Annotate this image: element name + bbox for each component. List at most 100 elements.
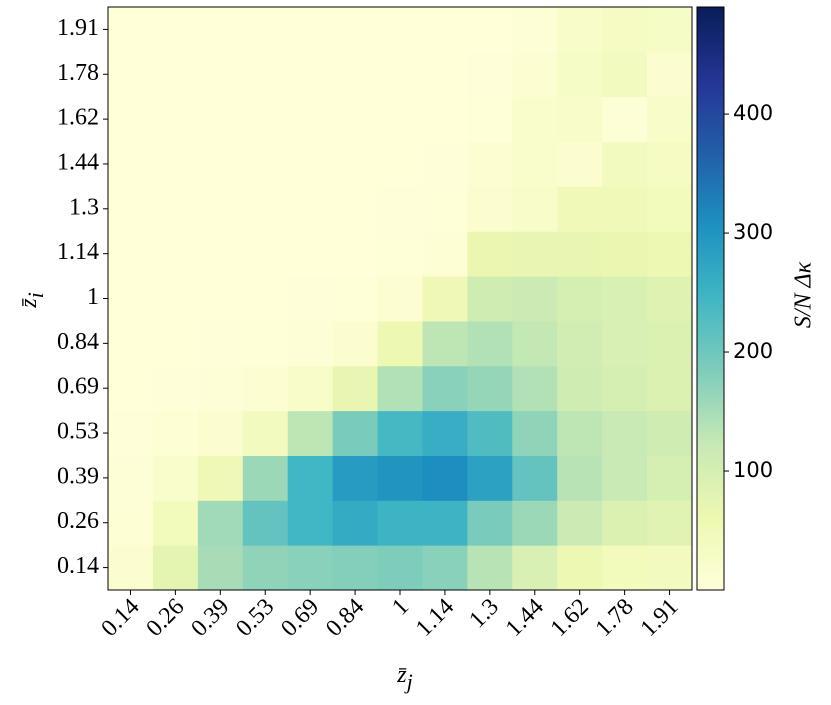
x-tick-label: 1.14 bbox=[411, 594, 459, 642]
heat-cell bbox=[197, 365, 244, 412]
heat-cell bbox=[647, 7, 693, 53]
heat-cell bbox=[108, 365, 154, 412]
heat-cell bbox=[242, 365, 289, 412]
heat-cell bbox=[287, 7, 334, 53]
heat-cell bbox=[377, 365, 423, 412]
heat-cell bbox=[467, 320, 513, 367]
heat-cell bbox=[602, 410, 648, 456]
heat-cell bbox=[287, 500, 334, 546]
x-tick-label: 1.44 bbox=[501, 594, 549, 642]
heat-cell bbox=[602, 7, 648, 53]
colorbar bbox=[696, 6, 725, 591]
y-tick-label: 1.62 bbox=[57, 105, 99, 131]
heat-cell bbox=[332, 320, 379, 367]
heat-cell bbox=[602, 500, 648, 546]
heat-cell bbox=[647, 276, 693, 322]
heat-cell bbox=[377, 545, 423, 591]
x-tick-label: 0.84 bbox=[321, 594, 369, 642]
heat-cell bbox=[512, 545, 558, 591]
heat-cell bbox=[557, 320, 603, 367]
heat-cell bbox=[512, 7, 558, 53]
heat-cell bbox=[602, 455, 648, 501]
heat-cell bbox=[242, 96, 289, 143]
colorbar-tick-label: 100 bbox=[733, 458, 773, 482]
heat-cell bbox=[332, 231, 379, 277]
heat-cell bbox=[152, 276, 199, 322]
heat-cell bbox=[557, 7, 603, 53]
heat-cell bbox=[467, 455, 513, 501]
heat-cell bbox=[647, 410, 693, 456]
heat-cell bbox=[242, 500, 289, 546]
heat-cell bbox=[242, 410, 289, 456]
heat-cell bbox=[108, 320, 154, 367]
heat-cell bbox=[377, 96, 423, 143]
heat-cell bbox=[197, 320, 244, 367]
heat-cell bbox=[332, 7, 379, 53]
heat-cell bbox=[108, 500, 154, 546]
heat-cell bbox=[242, 455, 289, 501]
heat-cell bbox=[332, 410, 379, 456]
heat-cell bbox=[602, 545, 648, 591]
y-tick-label: 1.78 bbox=[57, 60, 99, 86]
heat-cell bbox=[197, 500, 244, 546]
heat-cell bbox=[152, 320, 199, 367]
heat-cell bbox=[332, 500, 379, 546]
y-tick-label: 1.44 bbox=[57, 149, 99, 175]
heat-cell bbox=[152, 231, 199, 277]
heat-cell bbox=[647, 320, 693, 367]
y-tick-label: 1.14 bbox=[57, 239, 99, 265]
heat-cell bbox=[467, 141, 513, 187]
heat-cell bbox=[557, 545, 603, 591]
heat-cell bbox=[602, 186, 648, 232]
heat-cell bbox=[557, 96, 603, 143]
heat-cell bbox=[377, 186, 423, 232]
heat-cell bbox=[287, 320, 334, 367]
heat-cell bbox=[152, 500, 199, 546]
heat-cell bbox=[467, 276, 513, 322]
heat-cell bbox=[377, 500, 423, 546]
heat-cell bbox=[197, 141, 244, 187]
y-tick-label: 0.84 bbox=[57, 329, 99, 355]
heat-cell bbox=[377, 231, 423, 277]
heat-cell bbox=[108, 410, 154, 456]
heat-cell bbox=[242, 51, 289, 98]
x-tick-label: 1 bbox=[387, 594, 414, 621]
heat-cell bbox=[557, 186, 603, 232]
x-tick-label: 1.3 bbox=[464, 594, 504, 634]
heat-cell bbox=[287, 231, 334, 277]
y-tick-label: 0.39 bbox=[57, 463, 99, 489]
heat-cell bbox=[242, 545, 289, 591]
heat-cell bbox=[512, 410, 558, 456]
y-tick-label: 1.3 bbox=[69, 194, 99, 220]
heat-cell bbox=[512, 365, 558, 412]
x-tick-label: 0.69 bbox=[276, 594, 324, 642]
heat-cell bbox=[602, 276, 648, 322]
heat-cell bbox=[602, 320, 648, 367]
heat-cell bbox=[287, 51, 334, 98]
heat-cell bbox=[557, 276, 603, 322]
heat-cell bbox=[332, 96, 379, 143]
heat-cell bbox=[197, 410, 244, 456]
y-tick-label: 0.53 bbox=[57, 419, 99, 445]
heat-cell bbox=[242, 231, 289, 277]
y-tick-label: 0.26 bbox=[57, 508, 99, 534]
heat-cell bbox=[108, 231, 154, 277]
colorbar-tick-label: 400 bbox=[733, 101, 773, 125]
heat-cell bbox=[557, 455, 603, 501]
heat-cell bbox=[152, 51, 199, 98]
heat-cell bbox=[332, 365, 379, 412]
y-tick-label: 0.14 bbox=[57, 553, 99, 579]
heat-cell bbox=[108, 96, 154, 143]
heat-cell bbox=[197, 231, 244, 277]
heat-cell bbox=[242, 320, 289, 367]
heat-cell bbox=[467, 96, 513, 143]
heat-cell bbox=[467, 7, 513, 53]
heat-cell bbox=[422, 7, 468, 53]
heat-cell bbox=[422, 500, 468, 546]
heat-cell bbox=[647, 365, 693, 412]
heat-cell bbox=[197, 7, 244, 53]
heat-cell bbox=[287, 186, 334, 232]
heat-cell bbox=[332, 545, 379, 591]
heat-cell bbox=[377, 141, 423, 187]
